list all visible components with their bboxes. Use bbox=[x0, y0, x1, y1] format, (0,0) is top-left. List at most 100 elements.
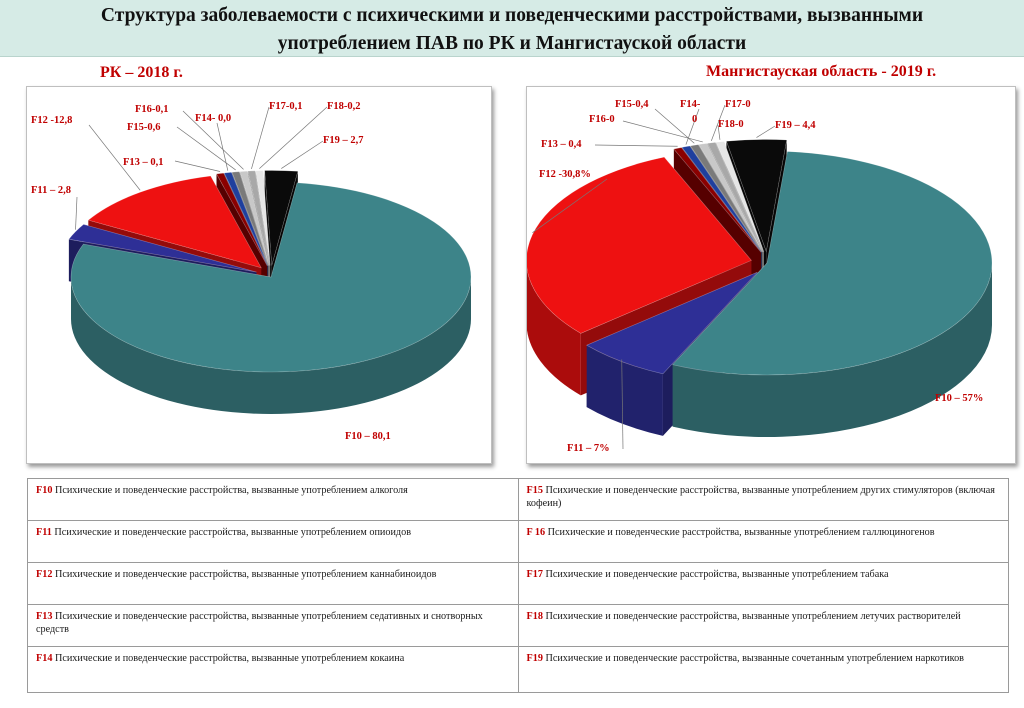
data-label-f18: F18-0 bbox=[718, 119, 744, 130]
data-label-f10: F10 – 57% bbox=[935, 393, 983, 404]
legend-cell-f18: F18 Психические и поведенческие расстрой… bbox=[517, 604, 1009, 647]
slice-labels: F10 – 80,1 F11 – 2,8 F12 -12,8 F13 – 0,1 F14… bbox=[31, 101, 391, 442]
chart-title-mangystau-2019: Мангистауская область - 2019 г. bbox=[706, 63, 937, 80]
slice-f10 bbox=[70, 182, 472, 373]
legend-code: F19 bbox=[526, 653, 543, 664]
legend-cell-f12: F12 Психические и поведенческие расстрой… bbox=[27, 562, 519, 605]
data-label-f17: F17-0,1 bbox=[269, 101, 303, 112]
pie-slices bbox=[526, 139, 993, 437]
chart-panel-mangystau-2019: F10 – 57% F11 – 7% F12 -30,8% F13 – 0,4 F14-… bbox=[526, 86, 1016, 464]
data-label-f14: F14- bbox=[680, 99, 701, 110]
slice-f18 bbox=[255, 170, 271, 266]
slice-f13 bbox=[216, 172, 268, 266]
pie-chart-mangystau-2019: F10 – 57% F11 – 7% F12 -30,8% F13 – 0,4 F14-… bbox=[526, 99, 993, 454]
legend-text: Психические и поведенческие расстройства… bbox=[542, 611, 961, 622]
legend-row: F14 Психические и поведенческие расстрой… bbox=[27, 646, 1009, 693]
legend-cell-f10: F10 Психические и поведенческие расстрой… bbox=[27, 478, 519, 521]
slice-rim-f10 bbox=[672, 263, 992, 437]
data-label-f11: F11 – 7% bbox=[567, 443, 610, 454]
legend-row: F12 Психические и поведенческие расстрой… bbox=[27, 562, 1009, 605]
leader-line bbox=[259, 106, 328, 169]
slice-f14 bbox=[223, 171, 269, 266]
legend-code: F 16 bbox=[526, 527, 546, 538]
slice-f11 bbox=[68, 224, 257, 273]
leader-line bbox=[281, 140, 324, 169]
legend-row: F10 Психические и поведенческие расстрой… bbox=[27, 478, 1009, 521]
data-label-f17: F17-0 bbox=[725, 99, 751, 110]
legend-text: Психические и поведенческие расстройства… bbox=[526, 485, 996, 509]
legend-cell-f16: F 16 Психические и поведенческие расстро… bbox=[517, 520, 1009, 563]
legend-text: Психические и поведенческие расстройства… bbox=[52, 485, 408, 496]
slice-f16 bbox=[698, 143, 764, 253]
data-label-f14-extra: 0 bbox=[692, 114, 697, 125]
leader-line bbox=[756, 125, 776, 138]
slice-rim-f11 bbox=[586, 345, 663, 436]
data-label-f18: F18-0,2 bbox=[327, 101, 361, 112]
slice-f17 bbox=[706, 142, 764, 252]
legend-cell-f17: F17 Психические и поведенческие расстрой… bbox=[517, 562, 1009, 605]
slice-f17 bbox=[247, 170, 270, 266]
leader-line bbox=[594, 144, 678, 147]
slice-f15 bbox=[231, 171, 269, 266]
slice-f12 bbox=[526, 156, 752, 334]
data-label-f16: F16-0,1 bbox=[135, 104, 169, 115]
data-label-f13: F13 – 0,1 bbox=[123, 157, 164, 168]
legend-text: Психические и поведенческие расстройства… bbox=[52, 569, 437, 580]
chart-title-rk-2018: РК – 2018 г. bbox=[100, 64, 183, 81]
legend-text: Психические и поведенческие расстройства… bbox=[542, 569, 889, 580]
legend-text: Психические и поведенческие расстройства… bbox=[52, 653, 405, 664]
slice-f12 bbox=[87, 175, 262, 269]
slice-rim-f12 bbox=[526, 260, 581, 396]
data-label-f19: F19 – 2,7 bbox=[323, 135, 364, 146]
leader-line bbox=[88, 124, 141, 191]
page-title-line-2: употреблением ПАВ по РК и Мангистауской … bbox=[277, 33, 747, 54]
leader-line bbox=[174, 160, 221, 172]
data-label-f15: F15-0,4 bbox=[615, 99, 649, 110]
leader-line bbox=[532, 178, 608, 233]
slice-f19 bbox=[726, 139, 788, 253]
leader-line bbox=[182, 110, 244, 170]
leader-line bbox=[717, 124, 721, 140]
pie-slices bbox=[68, 170, 472, 414]
title-bar: Структура заболеваемости с психическими … bbox=[0, 0, 1024, 57]
slice-labels: F10 – 57% F11 – 7% F12 -30,8% F13 – 0,4 F14-… bbox=[532, 99, 983, 454]
legend-code: F11 bbox=[36, 527, 52, 538]
leader-line bbox=[621, 359, 624, 450]
slice-f16 bbox=[239, 170, 270, 266]
data-label-f13: F13 – 0,4 bbox=[541, 139, 582, 150]
slice-f10 bbox=[672, 151, 993, 376]
legend-cell-f14: F14 Психические и поведенческие расстрой… bbox=[27, 646, 519, 693]
legend-code: F13 bbox=[36, 611, 53, 622]
legend-table: F10 Психические и поведенческие расстрой… bbox=[27, 478, 1009, 693]
data-label-f12: F12 -12,8 bbox=[31, 115, 72, 126]
pie-chart-rk-2018: F10 – 80,1 F11 – 2,8 F12 -12,8 F13 – 0,1 F14… bbox=[31, 101, 472, 442]
leader-line bbox=[710, 104, 726, 141]
legend-code: F10 bbox=[36, 485, 53, 496]
legend-code: F14 bbox=[36, 653, 53, 664]
legend-code: F15 bbox=[526, 485, 543, 496]
legend-text: Психические и поведенческие расстройства… bbox=[545, 527, 935, 538]
leader-line bbox=[622, 120, 703, 143]
data-label-f16: F16-0 bbox=[589, 114, 615, 125]
legend-text: Психические и поведенческие расстройства… bbox=[36, 611, 483, 635]
leader-line bbox=[251, 106, 270, 170]
data-label-f11: F11 – 2,8 bbox=[31, 185, 71, 196]
legend-code: F12 bbox=[36, 569, 53, 580]
data-label-f15: F15-0,6 bbox=[127, 122, 161, 133]
legend-cell-f11: F11 Психические и поведенческие расстрой… bbox=[27, 520, 519, 563]
leader-line bbox=[216, 122, 229, 171]
legend-row: F11 Психические и поведенческие расстрой… bbox=[27, 520, 1009, 563]
data-label-f14: F14- 0,0 bbox=[195, 113, 231, 124]
legend-text: Психические и поведенческие расстройства… bbox=[51, 527, 412, 538]
leader-line bbox=[75, 196, 78, 230]
slice-f14 bbox=[681, 145, 762, 253]
leader-line bbox=[654, 108, 695, 144]
page-title-line-1: Структура заболеваемости с психическими … bbox=[100, 5, 924, 26]
legend-cell-f15: F15 Психические и поведенческие расстрой… bbox=[517, 478, 1009, 521]
leader-line bbox=[685, 108, 700, 145]
legend-text: Психические и поведенческие расстройства… bbox=[542, 653, 964, 664]
slice-rim-f10 bbox=[71, 277, 471, 414]
slice-f13 bbox=[673, 147, 762, 253]
slice-f19 bbox=[264, 170, 299, 266]
legend-cell-f13: F13 Психические и поведенческие расстрой… bbox=[27, 604, 519, 647]
